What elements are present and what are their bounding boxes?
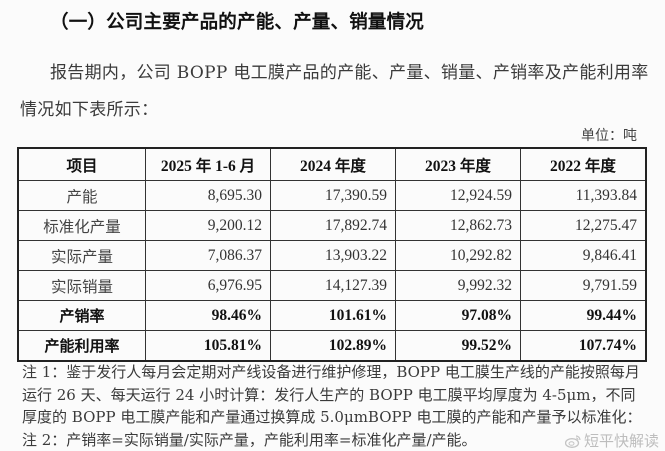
cell: 7,086.37 <box>145 240 271 271</box>
cell: 6,976.95 <box>145 270 271 301</box>
cell: 10,292.82 <box>395 240 521 271</box>
cell: 97.08% <box>395 300 521 331</box>
cell: 9,200.12 <box>145 210 271 241</box>
table-row: 实际销量 6,976.95 14,127.39 9,992.32 9,791.5… <box>17 270 647 301</box>
row-label: 实际销量 <box>17 270 146 301</box>
cell: 12,924.59 <box>395 180 521 211</box>
header-2023: 2023 年度 <box>395 147 521 181</box>
table-row: 产能 8,695.30 17,390.59 12,924.59 11,393.8… <box>17 180 647 211</box>
note-1: 注 1：鉴于发行人每月会定期对产线设备进行维护修理，BOPP 电工膜生产线的产能… <box>22 363 642 426</box>
table-row: 产能利用率 105.81% 102.89% 99.52% 107.74% <box>17 330 647 362</box>
cell: 14,127.39 <box>270 270 396 301</box>
cell: 9,846.41 <box>520 240 647 271</box>
table-row: 产销率 98.46% 101.61% 97.08% 99.44% <box>17 300 647 331</box>
cell: 12,862.73 <box>395 210 521 241</box>
cell: 17,390.59 <box>270 180 396 211</box>
row-label: 产能 <box>17 180 146 211</box>
cell: 107.74% <box>520 330 647 362</box>
row-label: 产能利用率 <box>17 330 146 362</box>
section-heading: （一）公司主要产品的产能、产量、销量情况 <box>50 12 425 33</box>
watermark: 短平快解读 <box>564 430 659 451</box>
cell: 13,903.22 <box>270 240 396 271</box>
cell: 9,992.32 <box>395 270 521 301</box>
header-item: 项目 <box>17 147 146 181</box>
cell: 105.81% <box>145 330 271 362</box>
capacity-table: 项目 2025 年 1-6 月 2024 年度 2023 年度 2022 年度 … <box>17 147 647 362</box>
unit-label: 单位：吨 <box>581 128 637 144</box>
cell: 17,892.74 <box>270 210 396 241</box>
note-2: 注 2：产销率=实际销量/实际产量，产能利用率=标准化产量/产能。 <box>22 430 477 449</box>
cell: 9,791.59 <box>520 270 647 301</box>
row-label: 实际产量 <box>17 240 146 271</box>
watermark-text: 短平快解读 <box>583 432 659 450</box>
table-row: 标准化产量 9,200.12 17,892.74 12,862.73 12,27… <box>17 210 647 241</box>
intro-paragraph: 报告期内，公司 BOPP 电工膜产品的产能、产量、销量、产销率及产能利用率情况如… <box>20 63 649 120</box>
weibo-icon <box>564 434 581 448</box>
cell: 98.46% <box>145 300 271 331</box>
cell: 11,393.84 <box>520 180 647 211</box>
cell: 102.89% <box>270 330 396 362</box>
header-2024: 2024 年度 <box>270 147 396 181</box>
header-2025h1: 2025 年 1-6 月 <box>145 147 271 181</box>
cell: 99.44% <box>520 300 647 331</box>
header-2022: 2022 年度 <box>520 147 647 181</box>
cell: 101.61% <box>270 300 396 331</box>
cell: 99.52% <box>395 330 521 362</box>
row-label: 标准化产量 <box>17 210 146 241</box>
table-row: 实际产量 7,086.37 13,903.22 10,292.82 9,846.… <box>17 240 647 271</box>
table-header-row: 项目 2025 年 1-6 月 2024 年度 2023 年度 2022 年度 <box>17 147 647 181</box>
cell: 12,275.47 <box>520 210 647 241</box>
notes: 注 1：鉴于发行人每月会定期对产线设备进行维护修理，BOPP 电工膜生产线的产能… <box>22 361 647 451</box>
row-label: 产销率 <box>17 300 146 331</box>
cell: 8,695.30 <box>145 180 271 211</box>
